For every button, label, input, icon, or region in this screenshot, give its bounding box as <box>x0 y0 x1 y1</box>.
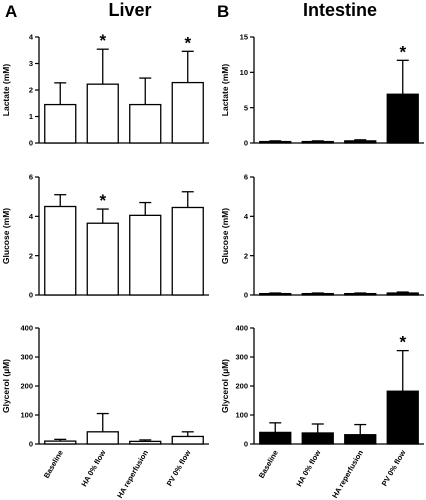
liver-glucose-significance-star: * <box>99 191 106 210</box>
intestine-glycerol-bar <box>386 390 419 445</box>
liver-lactate-ytick-label: 1 <box>29 112 33 121</box>
liver-lactate-significance-star: * <box>99 31 106 50</box>
liver-glucose-bar <box>86 222 119 296</box>
intestine-glucose-bar <box>344 292 377 296</box>
liver-lactate-ytick-label: 4 <box>29 33 34 42</box>
intestine-glycerol-xtick-label: Baseline <box>257 449 280 480</box>
liver-glycerol-bar <box>86 431 119 445</box>
intestine-glycerol-ytick-label: 100 <box>235 411 248 420</box>
intestine-glycerol-ytick-label: 200 <box>235 382 248 391</box>
intestine-lactate-bar <box>386 93 419 144</box>
intestine-glycerol-bar <box>259 431 292 445</box>
liver-lactate-ytick-label: 3 <box>29 59 33 68</box>
liver-lactate-ytick-label: 2 <box>29 86 33 95</box>
panel-letter-a: A <box>5 2 17 21</box>
intestine-glucose-ytick-label: 2 <box>244 251 248 260</box>
liver-lactate-significance-star: * <box>184 33 191 52</box>
liver-glycerol-xtick-label: HA 0% flow <box>79 448 107 488</box>
intestine-glucose-bar <box>301 292 334 296</box>
intestine-lactate-ylabel: Lactate (mM) <box>220 64 230 117</box>
intestine-lactate-bar <box>259 140 292 144</box>
panel-title-intestine: Intestine <box>303 0 377 20</box>
intestine-lactate-bar <box>344 140 377 144</box>
liver-glycerol-ytick-label: 200 <box>20 382 33 391</box>
intestine-glycerol-xtick-label: PV 0% flow <box>380 448 408 487</box>
intestine-glucose-ytick-label: 4 <box>244 212 249 221</box>
intestine-glucose-bar <box>259 292 292 296</box>
intestine-glucose-ytick-label: 6 <box>244 173 248 182</box>
liver-glycerol-xtick-label: HA reperfusion <box>115 448 150 500</box>
liver-lactate-bar <box>129 103 162 144</box>
liver-glucose-ytick-label: 0 <box>29 291 33 300</box>
intestine-glucose-ytick-label: 0 <box>244 291 248 300</box>
liver-lactate-ylabel: Lactate (mM) <box>1 64 11 117</box>
intestine-glycerol-ylabel: Glycerol (µM) <box>220 359 230 413</box>
liver-glycerol-ytick-label: 400 <box>20 324 33 333</box>
panel-title-liver: Liver <box>108 0 151 20</box>
liver-glycerol-bar <box>129 440 162 445</box>
intestine-glucose-bar <box>386 292 419 296</box>
liver-lactate-bar <box>44 103 77 144</box>
liver-glucose-bar <box>129 214 162 296</box>
liver-glucose-bar <box>171 206 204 296</box>
intestine-lactate-ytick-label: 5 <box>244 103 248 112</box>
liver-lactate-ytick-label: 0 <box>29 139 33 148</box>
intestine-lactate-ytick-label: 0 <box>244 139 248 148</box>
intestine-glycerol-ytick-label: 0 <box>244 440 248 449</box>
liver-glucose-ytick-label: 2 <box>29 251 33 260</box>
intestine-glycerol-bar <box>344 434 377 445</box>
liver-glycerol-bar <box>44 440 77 445</box>
liver-glycerol-ylabel: Glycerol (µM) <box>1 359 11 413</box>
liver-glucose-ytick-label: 6 <box>29 173 33 182</box>
liver-lactate-bar <box>171 81 204 144</box>
intestine-lactate-ytick-label: 10 <box>240 68 248 77</box>
liver-glycerol-xtick-label: Baseline <box>42 449 65 480</box>
liver-glucose-ylabel: Glucose (mM) <box>1 208 11 264</box>
intestine-glycerol-xtick-label: HA 0% flow <box>294 448 322 488</box>
intestine-glycerol-ytick-label: 300 <box>235 353 248 362</box>
intestine-lactate-ytick-label: 15 <box>240 33 248 42</box>
panel-letter-b: B <box>217 2 229 21</box>
liver-glucose-bar <box>44 205 77 296</box>
intestine-glycerol-xtick-label: HA reperfusion <box>330 448 365 500</box>
liver-glycerol-xtick-label: PV 0% flow <box>165 448 193 487</box>
liver-lactate-bar <box>86 83 119 144</box>
intestine-glycerol-significance-star: * <box>399 333 406 352</box>
liver-glycerol-ytick-label: 300 <box>20 353 33 362</box>
liver-glycerol-ytick-label: 0 <box>29 440 33 449</box>
intestine-glucose-ylabel: Glucose (mM) <box>220 208 230 264</box>
intestine-glycerol-ytick-label: 400 <box>235 324 248 333</box>
liver-glycerol-bar <box>171 435 204 445</box>
intestine-lactate-bar <box>301 140 334 144</box>
liver-glucose-ytick-label: 4 <box>29 212 34 221</box>
liver-glycerol-ytick-label: 100 <box>20 411 33 420</box>
intestine-lactate-significance-star: * <box>399 42 406 61</box>
intestine-glycerol-bar <box>301 432 334 445</box>
